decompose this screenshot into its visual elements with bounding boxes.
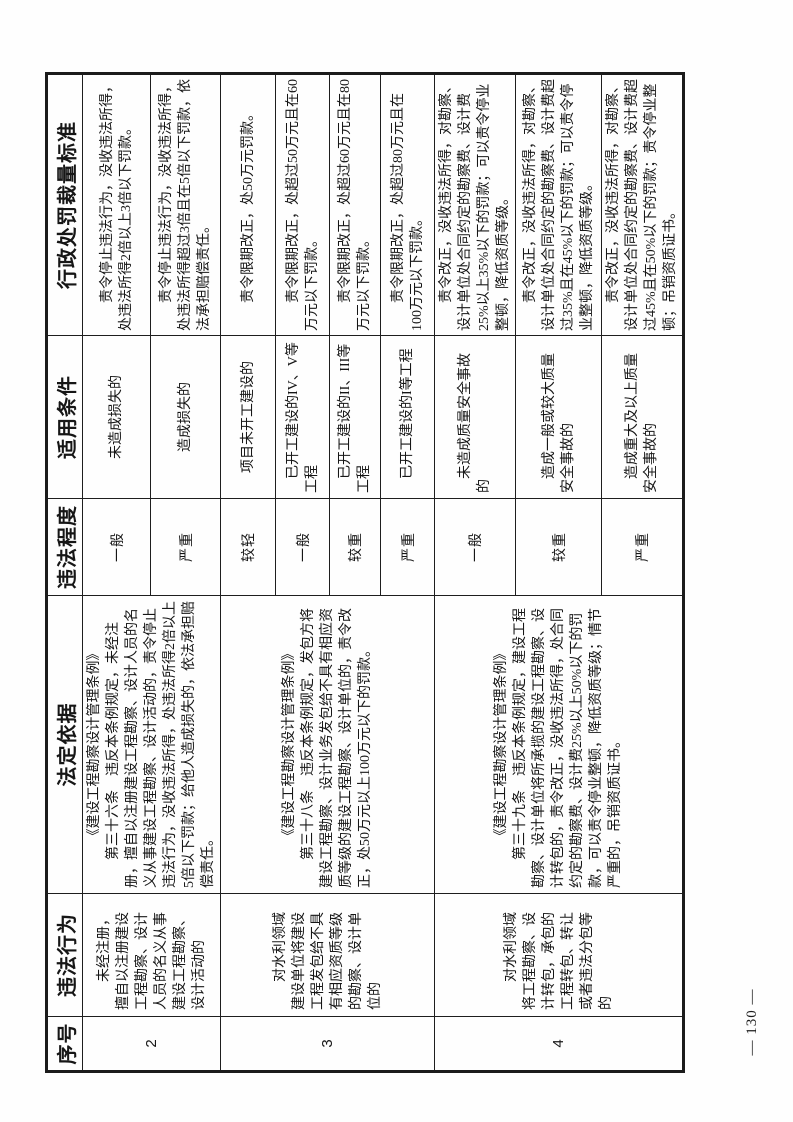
cell-condition: 已开工建设的I等工程 (380, 335, 435, 499)
cell-penalty: 责令改正，没收违法所得，对勘察、设计单位处合同约定的勘察费、设计费25%以上35… (434, 73, 516, 336)
col-header-legal-basis: 法定依据 (46, 595, 83, 894)
legal-basis-title: 《建设工程勘察设计管理条例》 (282, 646, 297, 843)
cell-penalty: 责令停止违法行为，没收违法所得，处违法所得超过3倍且在5倍以下罚款，依法承担赔偿… (150, 73, 221, 336)
col-header-condition: 适用条件 (46, 335, 83, 499)
cell-behavior: 未经注册，擅自以注册建设工程勘察、设计人员的名义从事建设工程勘察、设计活动的 (82, 893, 221, 1017)
cell-condition: 已开工建设的IV、V等工程 (275, 335, 330, 499)
table-row: 2 未经注册，擅自以注册建设工程勘察、设计人员的名义从事建设工程勘察、设计活动的… (82, 73, 221, 1072)
penalty-discretion-table: 序号 违法行为 法定依据 违法程度 适用条件 行政处罚裁量标准 2 未经注册，擅… (45, 72, 685, 1073)
legal-basis-body: 第三十六条 违反本条例规定，未经注册，擅自以注册建设工程勘察、设计人员的名义从事… (106, 601, 216, 888)
cell-index: 3 (220, 1016, 435, 1072)
cell-condition: 项目未开工建设的 (220, 335, 276, 499)
legal-basis-body: 第三十九条 违反本条例规定，建设工程勘察、设计单位将所承揽的建设工程勘察、设计转… (513, 608, 623, 888)
cell-severity: 较轻 (220, 498, 276, 596)
cell-condition: 造成一般或较大质量安全事故的 (515, 335, 602, 499)
cell-index: 2 (82, 1016, 221, 1072)
legal-basis-title: 《建设工程勘察设计管理条例》 (87, 646, 102, 843)
col-header-index: 序号 (46, 1016, 83, 1072)
cell-condition: 未造成质量安全事故的 (434, 335, 516, 499)
cell-severity: 严重 (601, 498, 684, 596)
cell-severity: 严重 (380, 498, 435, 596)
cell-condition: 造成重大及以上质量安全事故的 (601, 335, 684, 499)
legal-basis-title: 《建设工程勘察设计管理条例》 (494, 646, 509, 843)
cell-penalty: 责令限期改正，处50万元罚款。 (220, 73, 276, 336)
table-row: 4 对水利领域将工程勘察、设计转包，承包的工程转包、转让或者违法分包等的 《建设… (434, 73, 684, 1072)
table-row: 3 对水利领域建设单位将建设工程发包给不具有相应资质等级的勘察、设计单位的 《建… (220, 73, 435, 1072)
cell-condition: 未造成损失的 (82, 335, 151, 499)
cell-severity: 一般 (275, 498, 330, 596)
cell-legal-basis: 《建设工程勘察设计管理条例》 第三十九条 违反本条例规定，建设工程勘察、设计单位… (434, 595, 684, 894)
col-header-behavior: 违法行为 (46, 893, 83, 1017)
cell-severity: 一般 (82, 498, 151, 596)
cell-penalty: 责令改正，没收违法所得，对勘察、设计单位处合同约定的勘察费、设计费超过35%且在… (515, 73, 602, 336)
header-row: 序号 违法行为 法定依据 违法程度 适用条件 行政处罚裁量标准 (46, 73, 83, 1072)
cell-penalty: 责令限期改正，处超过60万元且在80万元以下罚款。 (329, 73, 381, 336)
cell-penalty: 责令改正，没收违法所得，对勘察、设计单位处合同约定的勘察费、设计费超过45%且在… (601, 73, 684, 336)
cell-legal-basis: 《建设工程勘察设计管理条例》 第三十六条 违反本条例规定，未经注册，擅自以注册建… (82, 595, 221, 894)
cell-legal-basis: 《建设工程勘察设计管理条例》 第三十八条 违反本条例规定，发包方将建设工程勘察、… (220, 595, 435, 894)
col-header-severity: 违法程度 (46, 498, 83, 596)
col-header-penalty-standard: 行政处罚裁量标准 (46, 73, 83, 336)
cell-behavior: 对水利领域建设单位将建设工程发包给不具有相应资质等级的勘察、设计单位的 (220, 893, 435, 1017)
legal-basis-body: 第三十八条 违反本条例规定，发包方将建设工程勘察、设计业务发包给不具有相应资质等… (301, 608, 373, 888)
cell-behavior: 对水利领域将工程勘察、设计转包，承包的工程转包、转让或者违法分包等的 (434, 893, 684, 1017)
cell-index: 4 (434, 1016, 684, 1072)
cell-penalty: 责令限期改正，处超过80万元且在100万元以下罚款。 (380, 73, 435, 336)
cell-condition: 造成损失的 (150, 335, 221, 499)
page-number: — 130 — (744, 988, 760, 1056)
cell-penalty: 责令停止违法行为，没收违法所得，处违法所得2倍以上3倍以下罚款。 (82, 73, 151, 336)
cell-severity: 严重 (150, 498, 221, 596)
cell-severity: 较重 (515, 498, 602, 596)
cell-condition: 已开工建设的II、III等工程 (329, 335, 381, 499)
cell-severity: 较重 (329, 498, 381, 596)
cell-penalty: 责令限期改正，处超过50万元且在60万元以下罚款。 (275, 73, 330, 336)
cell-severity: 一般 (434, 498, 516, 596)
